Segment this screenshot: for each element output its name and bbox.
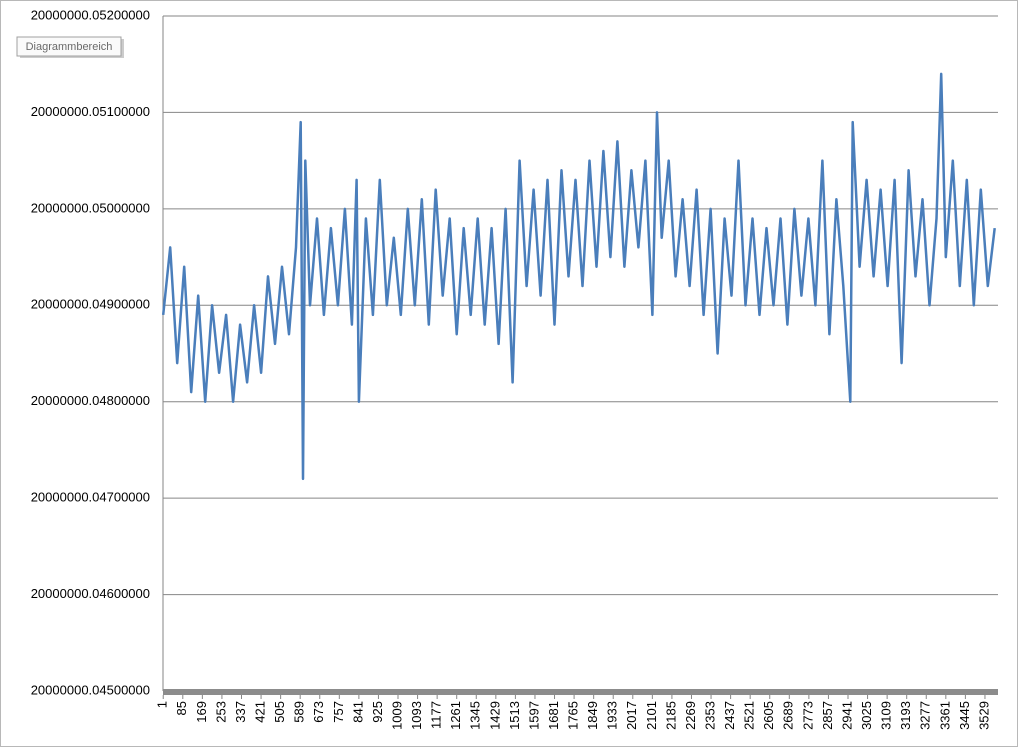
x-tick-label: 337 bbox=[233, 701, 248, 723]
x-tick-label: 925 bbox=[370, 701, 385, 723]
x-tick-label: 2605 bbox=[761, 701, 776, 730]
x-tick-label: 421 bbox=[252, 701, 267, 723]
x-tick-label: 1849 bbox=[585, 701, 600, 730]
x-tick-label: 841 bbox=[350, 701, 365, 723]
data-line bbox=[161, 72, 996, 481]
x-tick-label: 2941 bbox=[839, 701, 854, 730]
x-tick-label: 1261 bbox=[448, 701, 463, 730]
x-tick-label: 3529 bbox=[976, 701, 991, 730]
y-tick-label: 20000000.04900000 bbox=[31, 297, 150, 312]
x-tick-label: 757 bbox=[331, 701, 346, 723]
x-tick-label: 2773 bbox=[800, 701, 815, 730]
x-tick-label: 85 bbox=[174, 701, 189, 715]
x-tick-label: 505 bbox=[272, 701, 287, 723]
x-tick-label: 169 bbox=[194, 701, 209, 723]
x-tick-label: 3445 bbox=[957, 701, 972, 730]
x-tick-label: 1177 bbox=[429, 701, 444, 729]
tooltip: Diagrammbereich bbox=[16, 36, 124, 58]
y-tick-label: 20000000.05000000 bbox=[31, 200, 150, 215]
x-tick-label: 2521 bbox=[742, 701, 757, 730]
x-axis bbox=[163, 689, 998, 695]
x-tick-label: 3361 bbox=[937, 701, 952, 730]
x-tick-label: 1513 bbox=[507, 701, 522, 730]
x-tick-label: 2185 bbox=[663, 701, 678, 730]
y-tick-label: 20000000.04700000 bbox=[31, 490, 150, 505]
x-tick-label: 3109 bbox=[879, 701, 894, 730]
x-tick-label: 2689 bbox=[781, 701, 796, 730]
y-tick-label: 20000000.05200000 bbox=[31, 7, 150, 22]
x-tick-label: 589 bbox=[292, 701, 307, 723]
x-tick-label: 3277 bbox=[918, 701, 933, 730]
x-tick-label: 3025 bbox=[859, 701, 874, 730]
x-tick-label: 1093 bbox=[409, 701, 424, 730]
x-tick-label: 1765 bbox=[566, 701, 581, 730]
x-tick-label: 2857 bbox=[820, 701, 835, 730]
y-tick-label: 20000000.04500000 bbox=[31, 682, 150, 697]
x-tick-label: 1345 bbox=[468, 701, 483, 730]
y-tick-label: 20000000.05100000 bbox=[31, 104, 150, 119]
x-tick-label: 1429 bbox=[487, 701, 502, 730]
x-tick-label: 2017 bbox=[624, 701, 639, 730]
x-tick-label: 2353 bbox=[702, 701, 717, 730]
x-tick-label: 673 bbox=[311, 701, 326, 723]
x-tick-label: 1933 bbox=[605, 701, 620, 730]
x-tick-label: 1009 bbox=[389, 701, 404, 730]
x-tick-label: 2101 bbox=[644, 701, 659, 730]
x-tick-label: 2437 bbox=[722, 701, 737, 730]
x-tick-label: 1 bbox=[155, 701, 170, 708]
x-tick-label: 1681 bbox=[546, 701, 561, 730]
y-tick-label: 20000000.04600000 bbox=[31, 586, 150, 601]
x-tick-label: 1597 bbox=[526, 701, 541, 730]
x-tick-label: 3193 bbox=[898, 701, 913, 730]
y-tick-label: 20000000.04800000 bbox=[31, 393, 150, 408]
x-tick-label: 253 bbox=[213, 701, 228, 723]
tooltip-text: Diagrammbereich bbox=[26, 41, 113, 53]
x-tick-label: 2269 bbox=[683, 701, 698, 730]
